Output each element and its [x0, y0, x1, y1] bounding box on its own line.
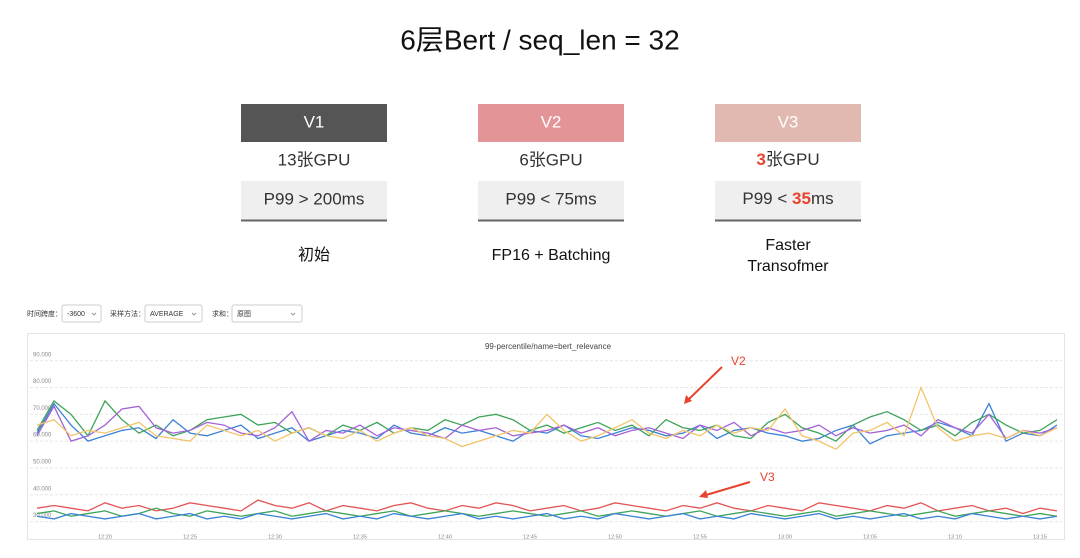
series-line [36, 499, 1058, 515]
text: P99 < [742, 189, 792, 208]
highlight: 3 [756, 150, 765, 169]
y-tick-label: 60.000 [33, 433, 52, 439]
card-header: V3 [778, 112, 799, 131]
x-tick-label: 12:30 [268, 534, 282, 540]
x-tick-label: 12:55 [693, 534, 707, 540]
y-tick-label: 80.000 [33, 379, 52, 385]
card: V1 13张GPU P99 > 200ms 初始 [241, 104, 387, 264]
card-row [478, 142, 624, 181]
slide-title: 6层Bert / seq_len = 32 [400, 24, 679, 55]
chevron [91, 312, 97, 316]
card: V3 3张GPU P99 < 35ms Faster Transofmer [715, 104, 861, 275]
control-label: 时间跨度： [27, 309, 62, 318]
card: V2 6张GPU P99 < 75ms FP16 + Batching [478, 104, 624, 264]
card-caption: 初始 [298, 246, 330, 264]
series-line [36, 385, 1058, 450]
highlight: 35 [792, 189, 811, 208]
y-tick-label: 90.000 [33, 352, 52, 358]
series-line [36, 402, 1058, 445]
card-header-bg [478, 104, 624, 142]
card-header: V2 [541, 112, 562, 131]
select[interactable] [231, 304, 303, 323]
card-row [241, 142, 387, 181]
controls: 时间跨度： -3600 采样方法： AVERAGE 求和： 原图 [27, 304, 303, 323]
text: 张GPU [766, 150, 820, 169]
card-header: V1 [304, 112, 325, 131]
x-tick-label: 12:35 [353, 534, 367, 540]
card-row [478, 181, 624, 220]
arrow-head [699, 490, 708, 498]
card-header-bg [241, 104, 387, 142]
card-row [241, 181, 387, 220]
x-tick-label: 13:05 [863, 534, 877, 540]
x-tick-label: 12:20 [98, 534, 112, 540]
x-tick-label: 12:40 [438, 534, 452, 540]
y-tick-label: 70.000 [33, 406, 52, 412]
x-tick-label: 12:25 [183, 534, 197, 540]
x-tick-label: 13:00 [778, 534, 792, 540]
card-gpus: 13张GPU [278, 150, 351, 169]
card-gpus: 3张GPU [756, 150, 819, 169]
text: ms [811, 189, 834, 208]
card-latency: P99 < 35ms [742, 189, 833, 208]
card-latency: P99 > 200ms [264, 189, 365, 208]
card-caption: Transofmer [747, 258, 829, 275]
x-tick-label: 12:45 [523, 534, 537, 540]
card-latency: P99 < 75ms [505, 189, 596, 208]
control-label: 求和： [212, 309, 233, 318]
annotations: V2 V3 [684, 354, 775, 498]
card-row [715, 181, 861, 220]
series-line [36, 404, 1058, 443]
select-value: 原图 [237, 310, 251, 318]
chevron [191, 312, 197, 316]
x-tick-label: 13:15 [1033, 534, 1047, 540]
y-tick-label: 50.000 [33, 460, 52, 466]
select-value: AVERAGE [150, 311, 184, 318]
arrow-head [684, 395, 692, 404]
arrow [705, 481, 751, 496]
select-value: -3600 [67, 311, 85, 318]
card-caption: Faster [765, 237, 811, 254]
series-line [36, 512, 1058, 520]
arrow [687, 366, 723, 401]
card-header-bg [715, 104, 861, 142]
x-tick-label: 13:10 [948, 534, 962, 540]
card-row [715, 142, 861, 181]
card-gpus: 6张GPU [519, 150, 582, 169]
chart-frame [27, 333, 1065, 540]
select[interactable] [61, 304, 102, 323]
chevron [290, 312, 296, 316]
y-tick-label: 30.000 [33, 513, 52, 519]
select[interactable] [144, 304, 203, 323]
annotation: V3 [760, 470, 775, 484]
control-label: 采样方法： [110, 309, 145, 318]
chart-title: 99-percentile/name=bert_relevance [485, 342, 612, 351]
plot: 30.000 40.000 50.000 60.000 70.000 80.000 90.0… [30, 352, 1062, 540]
x-tick-label: 12:50 [608, 534, 622, 540]
card-caption: FP16 + Batching [492, 247, 611, 264]
y-tick-label: 40.000 [33, 486, 52, 492]
annotation: V2 [731, 354, 746, 368]
series-line [36, 507, 1058, 517]
series-line [36, 399, 1058, 442]
